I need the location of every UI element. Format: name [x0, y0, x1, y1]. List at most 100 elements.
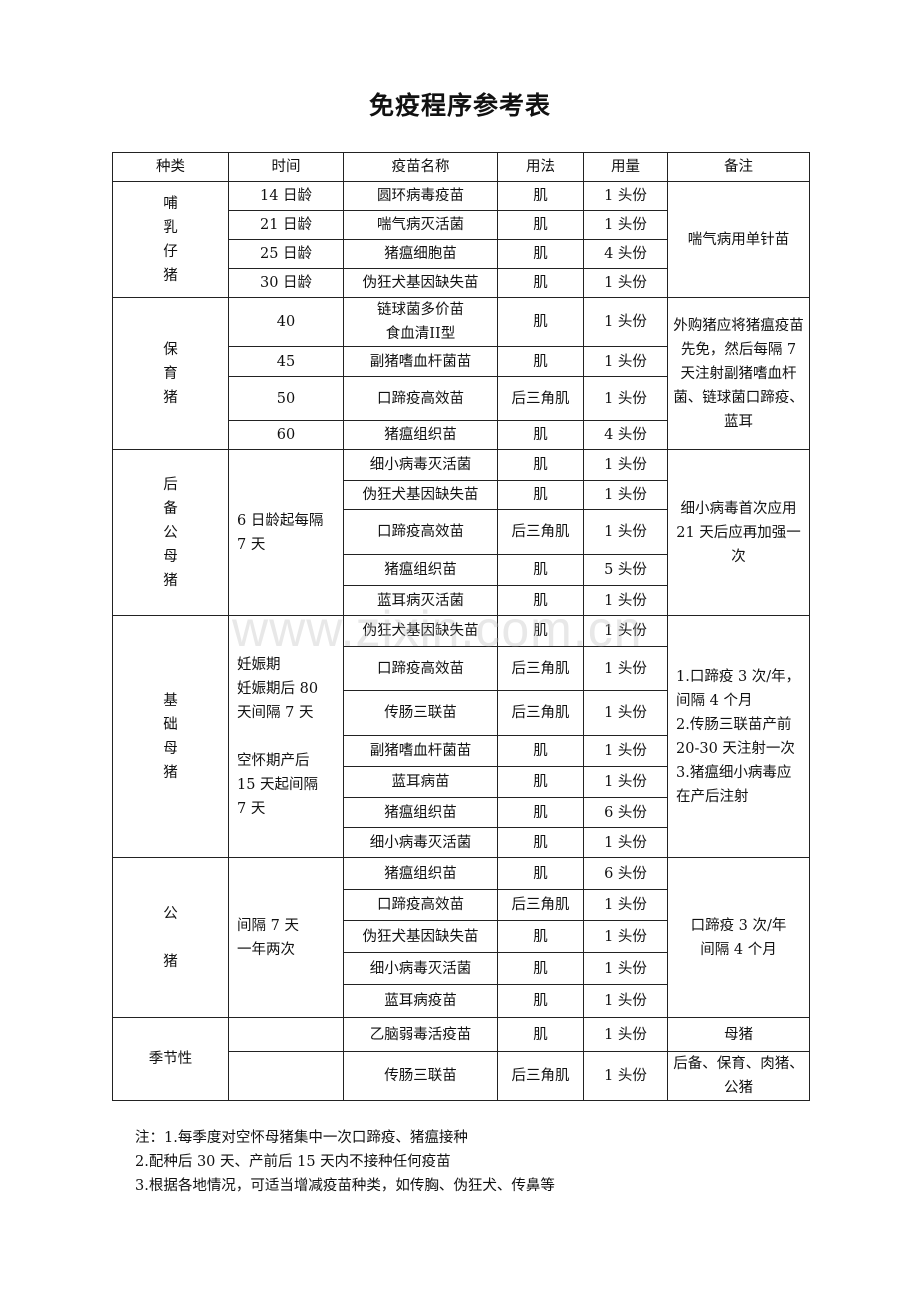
vaccination-table: 种类 时间 疫苗名称 用法 用量 备注 哺 乳 仔 猪 14 日龄 圆环病毒疫苗肌 1…	[112, 152, 810, 1101]
species-cell: 哺 乳 仔 猪	[112, 181, 229, 298]
table-row: 猪瘟组织苗肌 5 头份	[113, 554, 810, 586]
table-row: 21 日龄 喘气病灭活菌肌 1 头份	[113, 210, 810, 240]
table-row: 传肠三联苗 后三角肌 1 头份 后备、保育、肉猪、 公猪	[113, 1051, 810, 1101]
dose-cell: 1 头份	[583, 585, 668, 616]
header-method: 用法	[497, 152, 584, 182]
table-row: 副猪嗜血杆菌苗肌 1 头份	[113, 735, 810, 767]
species-cell: 公 猪	[112, 857, 229, 1018]
time-cell: 25 日龄	[228, 239, 344, 269]
method-cell: 肌	[497, 827, 584, 858]
method-cell: 后三角肌	[497, 376, 584, 421]
vaccine-cell: 猪瘟组织苗	[343, 420, 498, 450]
method-cell: 肌	[497, 615, 584, 647]
vaccine-cell: 副猪嗜血杆菌苗	[343, 346, 498, 377]
method-cell: 后三角肌	[497, 690, 584, 736]
vaccine-cell: 伪狂犬基因缺失苗	[343, 480, 498, 510]
vaccine-cell: 猪瘟细胞苗	[343, 239, 498, 269]
table-row: 传肠三联苗 后三角肌 1 头份	[113, 690, 810, 736]
table-row: 口蹄疫高效苗 后三角肌 1 头份	[113, 889, 810, 921]
footnote: 注：1.每季度对空怀母猪集中一次口蹄疫、猪瘟接种	[135, 1130, 468, 1146]
vaccine-cell: 乙脑弱毒活疫苗	[343, 1017, 498, 1052]
method-cell: 肌	[497, 766, 584, 798]
footnote: 3.根据各地情况，可适当增减疫苗种类，如传胸、伪狂犬、传鼻等	[135, 1178, 555, 1194]
note-cell: 外购猪应将猪瘟疫苗先免，然后每隔 7 天注射副猪嗜血杆菌、链球菌口蹄疫、蓝耳	[667, 297, 810, 450]
vaccine-cell: 传肠三联苗	[343, 1051, 498, 1101]
time-cell	[228, 1051, 344, 1101]
table-row: 25 日龄 猪瘟细胞苗肌 4 头份	[113, 239, 810, 269]
vaccine-cell: 细小病毒灭活菌	[343, 952, 498, 985]
dose-cell: 1 头份	[583, 1017, 668, 1052]
dose-cell: 1 头份	[583, 889, 668, 921]
time-cell	[228, 1017, 344, 1052]
dose-cell: 4 头份	[583, 239, 668, 269]
method-cell: 肌	[497, 210, 584, 240]
table-row: 哺 乳 仔 猪 14 日龄 圆环病毒疫苗肌 1 头份 喘气病用单针苗	[112, 181, 810, 298]
note-cell: 口蹄疫 3 次/年 间隔 4 个月	[667, 857, 810, 1018]
note-cell: 母猪	[667, 1017, 810, 1052]
species-cell: 季节性	[112, 1017, 229, 1101]
vaccine-cell: 猪瘟组织苗	[343, 797, 498, 828]
vaccine-cell: 喘气病灭活菌	[343, 210, 498, 240]
dose-cell: 1 头份	[583, 615, 668, 647]
dose-cell: 1 头份	[583, 297, 668, 347]
dose-cell: 1 头份	[583, 646, 668, 691]
table-row: 季节性 乙脑弱毒活疫苗肌 1 头份 母猪	[112, 1017, 810, 1101]
table-row: 45 副猪嗜血杆菌苗肌 1 头份	[113, 346, 810, 377]
dose-cell: 1 头份	[583, 509, 668, 555]
dose-cell: 1 头份	[583, 376, 668, 421]
table-row: 基 础 母 猪妊娠期 妊娠期后 80 天间隔 7 天 空怀期产后 15 天起间隔…	[112, 615, 810, 858]
note-cell: 细小病毒首次应用 21 天后应再加强一次	[667, 449, 810, 616]
footnotes: 注：1.每季度对空怀母猪集中一次口蹄疫、猪瘟接种 2.配种后 30 天、产前后 …	[135, 1126, 555, 1198]
vaccine-cell: 圆环病毒疫苗	[343, 181, 498, 211]
vaccine-cell: 口蹄疫高效苗	[343, 646, 498, 691]
vaccine-cell: 猪瘟组织苗	[343, 857, 498, 890]
species-cell: 后 备 公 母 猪	[112, 449, 229, 616]
page-title: 免疫程序参考表	[368, 91, 551, 120]
method-cell: 肌	[497, 297, 584, 347]
dose-cell: 1 头份	[583, 984, 668, 1018]
table-row: 保 育 猪 40 链球菌多价苗 食血清II型肌 1 头份 外购猪应将猪瘟疫苗先免，然后每…	[112, 297, 810, 450]
dose-cell: 1 头份	[583, 690, 668, 736]
dose-cell: 1 头份	[583, 827, 668, 858]
method-cell: 肌	[497, 239, 584, 269]
method-cell: 肌	[497, 181, 584, 211]
time-cell: 45	[228, 346, 344, 377]
method-cell: 肌	[497, 346, 584, 377]
time-cell: 间隔 7 天 一年两次	[228, 857, 344, 1018]
method-cell: 肌	[497, 797, 584, 828]
vaccine-cell: 蓝耳病疫苗	[343, 984, 498, 1018]
method-cell: 肌	[497, 554, 584, 586]
dose-cell: 1 头份	[583, 766, 668, 798]
dose-cell: 1 头份	[583, 181, 668, 211]
table-row: 细小病毒灭活菌肌 1 头份	[113, 827, 810, 858]
table-row: 口蹄疫高效苗 后三角肌 1 头份	[113, 509, 810, 555]
time-cell: 6 日龄起每隔 7 天	[228, 449, 344, 616]
header-time: 时间	[228, 152, 344, 182]
footnote: 2.配种后 30 天、产前后 15 天内不接种任何疫苗	[135, 1154, 451, 1170]
header-species: 种类	[112, 152, 229, 182]
time-cell: 40	[228, 297, 344, 347]
vaccine-cell: 猪瘟组织苗	[343, 554, 498, 586]
vaccine-cell: 蓝耳病灭活菌	[343, 585, 498, 616]
table-row: 30 日龄 伪狂犬基因缺失苗肌 1 头份	[113, 268, 810, 298]
method-cell: 肌	[497, 480, 584, 510]
dose-cell: 1 头份	[583, 952, 668, 985]
method-cell: 后三角肌	[497, 509, 584, 555]
table-row: 蓝耳病灭活菌肌 1 头份	[113, 585, 810, 616]
vaccine-cell: 口蹄疫高效苗	[343, 376, 498, 421]
header-note: 备注	[667, 152, 810, 182]
vaccine-cell: 伪狂犬基因缺失苗	[343, 615, 498, 647]
vaccine-cell: 蓝耳病苗	[343, 766, 498, 798]
method-cell: 肌	[497, 268, 584, 298]
method-cell: 肌	[497, 920, 584, 953]
dose-cell: 1 头份	[583, 449, 668, 481]
dose-cell: 6 头份	[583, 857, 668, 890]
method-cell: 后三角肌	[497, 1051, 584, 1101]
dose-cell: 1 头份	[583, 480, 668, 510]
dose-cell: 4 头份	[583, 420, 668, 450]
note-cell: 喘气病用单针苗	[667, 181, 810, 298]
method-cell: 肌	[497, 952, 584, 985]
time-cell: 30 日龄	[228, 268, 344, 298]
table-row: 公 猪间隔 7 天 一年两次 猪瘟组织苗肌 6 头份 口蹄疫 3 次/年 间隔 4 个…	[112, 857, 810, 1018]
time-cell: 妊娠期 妊娠期后 80 天间隔 7 天 空怀期产后 15 天起间隔 7 天	[228, 615, 344, 858]
